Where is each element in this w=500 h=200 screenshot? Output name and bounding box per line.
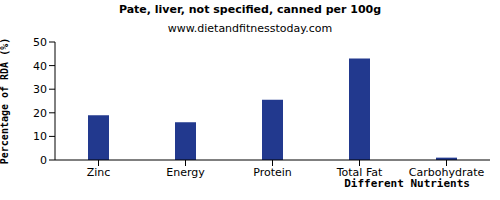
- svg-text:Energy: Energy: [166, 166, 205, 179]
- svg-text:Carbohydrate: Carbohydrate: [409, 166, 485, 179]
- svg-text:30: 30: [33, 83, 47, 96]
- svg-text:20: 20: [33, 107, 47, 120]
- svg-text:50: 50: [33, 36, 47, 49]
- svg-text:40: 40: [33, 60, 47, 73]
- svg-text:Total Fat: Total Fat: [336, 166, 383, 179]
- html-text:Different Nutrients: Different Nutrients: [344, 177, 470, 190]
- svg-text:Protein: Protein: [253, 166, 292, 179]
- svg-text:0: 0: [40, 154, 47, 167]
- svg-text:Zinc: Zinc: [87, 166, 111, 179]
- html-text:Pate, liver, not specified, ca: Pate, liver, not specified, canned per 1…: [118, 3, 382, 16]
- html-text:www.dietandfitnesstoday.com: www.dietandfitnesstoday.com: [167, 22, 333, 35]
- svg-text:10: 10: [33, 130, 47, 143]
- svg-text:Percentage of RDA (%): Percentage of RDA (%): [8, 38, 10, 164]
